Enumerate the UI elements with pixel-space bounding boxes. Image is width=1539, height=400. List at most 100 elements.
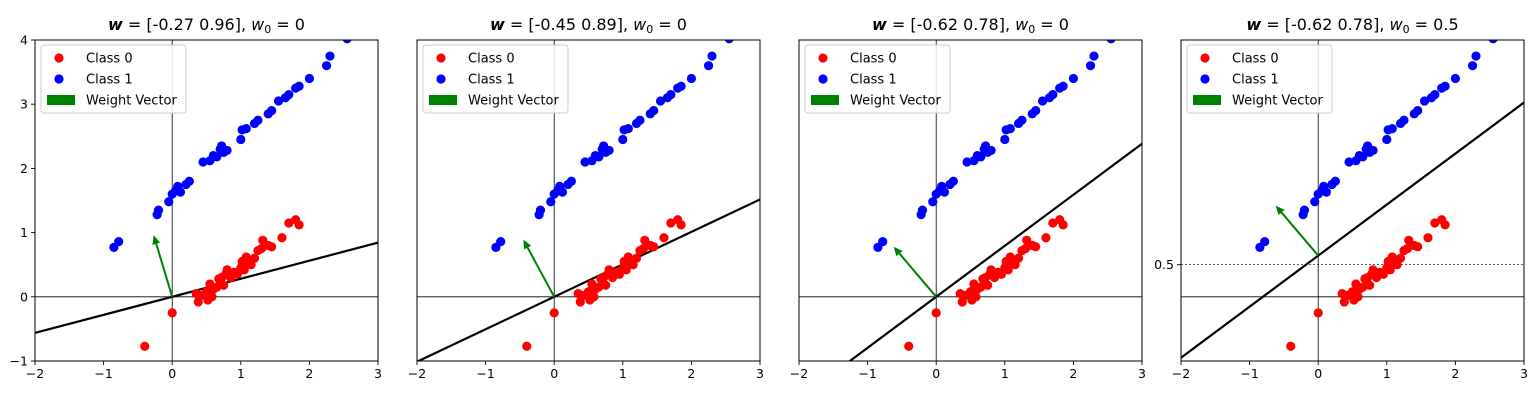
class0-point: [167, 308, 177, 318]
class0-point: [621, 265, 631, 275]
class0-point: [1402, 244, 1412, 254]
class1-point: [1368, 145, 1378, 156]
legend-marker-class1: [436, 74, 446, 84]
class0-point: [277, 233, 287, 243]
class1-point: [1321, 187, 1332, 197]
class1-point: [153, 205, 164, 215]
plot-area: [417, 40, 760, 361]
class0-point: [1013, 253, 1024, 263]
class1-point: [236, 134, 246, 145]
legend-marker-class0: [436, 53, 446, 63]
class0-point: [601, 280, 611, 290]
decision-boundary: [1181, 101, 1524, 360]
axes-frame: [416, 39, 761, 362]
class1-point: [707, 51, 717, 61]
x-tick-label: −1: [94, 366, 112, 381]
class0-point: [1365, 280, 1375, 290]
class0-point: [267, 242, 277, 252]
class0-point: [904, 341, 914, 351]
class1-point: [1358, 152, 1368, 162]
x-tick-label: −2: [790, 366, 808, 381]
legend-marker-weight: [47, 95, 75, 105]
class1-point: [1106, 40, 1116, 44]
class1-point: [273, 96, 284, 106]
weight-vector-head: [152, 235, 161, 245]
x-tick-label: −2: [1172, 366, 1190, 381]
x-tick-label: 2: [1451, 366, 1459, 381]
class1-point: [241, 123, 251, 134]
x-tick-label: 1: [619, 366, 627, 381]
legend-marker-weight: [811, 95, 839, 105]
y-tick-label: 0.5: [1154, 257, 1174, 272]
x-tick-label: 0: [550, 366, 558, 381]
legend-label-weight: Weight Vector: [468, 94, 560, 109]
weight-vector-shaft: [898, 252, 937, 298]
plot-area: [35, 40, 378, 361]
class1-point: [986, 145, 996, 156]
class1-point: [1399, 115, 1409, 125]
x-tick-label: 0: [1314, 366, 1322, 381]
decision-boundary: [848, 142, 1142, 361]
class1-point: [655, 96, 666, 106]
class1-point: [1450, 73, 1460, 84]
class1-point: [604, 145, 614, 156]
x-tick-label: 2: [1069, 366, 1077, 381]
class1-point: [1299, 205, 1310, 215]
x-tick-label: 1: [237, 366, 245, 381]
class1-point: [184, 176, 194, 186]
axes-frame: [798, 39, 1143, 362]
legend-marker-class0: [818, 53, 828, 63]
x-tick-label: 2: [687, 366, 695, 381]
class0-point: [294, 220, 304, 230]
legend-marker-class0: [54, 53, 64, 63]
class1-point: [962, 157, 972, 167]
class1-point: [253, 115, 263, 125]
x-tick-label: 0: [168, 366, 176, 381]
legend-marker-class1: [818, 74, 828, 84]
class1-point: [1037, 96, 1048, 106]
class0-point: [676, 220, 686, 230]
class1-point: [557, 187, 568, 197]
class1-point: [535, 205, 546, 215]
class1-point: [1310, 197, 1320, 207]
legend-label-class0: Class 0: [86, 52, 133, 67]
class1-point: [1089, 51, 1099, 61]
class1-point: [325, 51, 335, 61]
class0-point: [1423, 233, 1433, 243]
weight-vector-head: [1275, 205, 1285, 216]
plot-area: [1181, 40, 1524, 361]
y-tick-label: 2: [20, 161, 28, 176]
class1-point: [917, 205, 928, 215]
legend-label-weight: Weight Vector: [1232, 94, 1324, 109]
legend-marker-class1: [1200, 74, 1210, 84]
weight-vector-shaft: [1280, 211, 1319, 257]
chart-title: w = [-0.62 0.78], w0 = 0.5: [1246, 15, 1458, 36]
class1-point: [1387, 123, 1397, 134]
class0-point: [219, 280, 229, 290]
class0-point: [140, 341, 150, 351]
class1-point: [222, 145, 232, 156]
legend-marker-weight: [429, 95, 457, 105]
class1-point: [1467, 61, 1478, 71]
class1-point: [212, 152, 222, 162]
class1-point: [1260, 236, 1270, 247]
class1-point: [948, 176, 958, 186]
class1-point: [546, 197, 556, 207]
class1-point: [635, 115, 645, 125]
class0-point: [549, 308, 559, 318]
class1-point: [342, 40, 352, 44]
class1-point: [1000, 134, 1010, 145]
class1-point: [267, 106, 277, 116]
axes-frame: [1180, 39, 1525, 362]
weight-vector-shaft: [155, 243, 174, 298]
legend-marker-weight: [1193, 95, 1221, 105]
x-tick-label: 3: [1138, 366, 1146, 381]
class1-point: [1471, 51, 1481, 61]
class1-point: [1058, 81, 1068, 91]
class0-point: [1313, 308, 1323, 318]
decision-boundary: [417, 198, 760, 361]
weight-vector-shaft: [526, 247, 556, 298]
x-tick-label: 2: [305, 366, 313, 381]
class0-point: [256, 244, 266, 254]
